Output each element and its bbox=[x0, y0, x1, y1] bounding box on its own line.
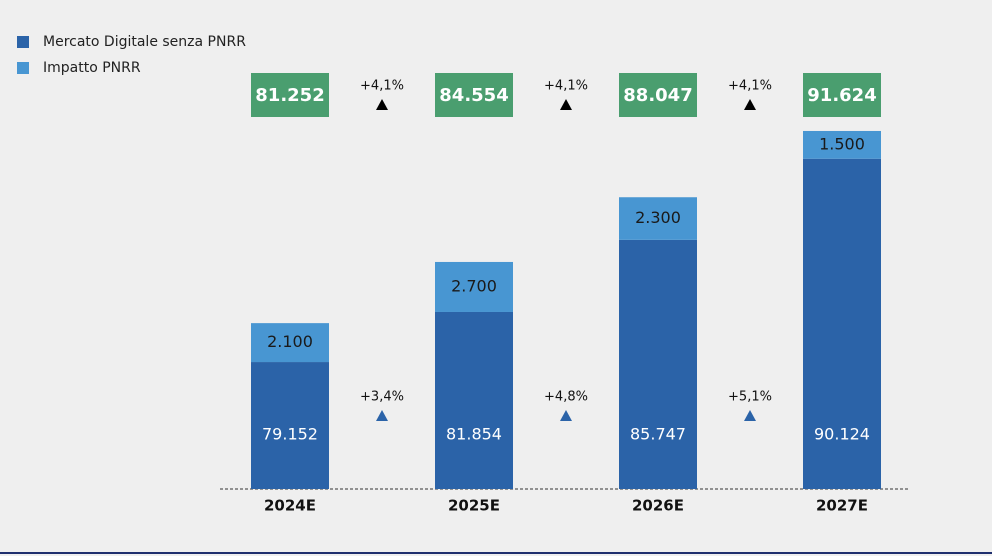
growth-arrow bbox=[560, 410, 572, 421]
growth-arrow bbox=[744, 99, 756, 110]
value-label: 81.854 bbox=[446, 425, 502, 444]
bar-segment bbox=[435, 261, 513, 312]
total-box bbox=[251, 73, 329, 117]
growth-arrow bbox=[376, 99, 388, 110]
x-tick-label: 2024E bbox=[264, 497, 316, 515]
total-label: 88.047 bbox=[623, 85, 692, 106]
total-box bbox=[435, 73, 513, 117]
legend-swatch bbox=[17, 62, 29, 74]
total-label: 91.624 bbox=[807, 85, 876, 106]
bar-segment bbox=[803, 158, 881, 490]
growth-label: +4,1% bbox=[544, 79, 588, 94]
total-label: 84.554 bbox=[439, 85, 508, 106]
value-label: 90.124 bbox=[814, 425, 870, 444]
bar-segment bbox=[803, 130, 881, 159]
x-tick-label: 2025E bbox=[448, 497, 500, 515]
growth-label: +5,1% bbox=[728, 390, 772, 405]
growth-label: +4,1% bbox=[360, 79, 404, 94]
total-label: 81.252 bbox=[255, 85, 324, 106]
value-label: 2.300 bbox=[635, 208, 681, 227]
bar-segment bbox=[619, 239, 697, 489]
x-tick-label: 2026E bbox=[632, 497, 684, 515]
value-label: 85.747 bbox=[630, 425, 686, 444]
growth-arrow bbox=[744, 410, 756, 421]
growth-label: +4,8% bbox=[544, 390, 588, 405]
value-label: 2.100 bbox=[267, 332, 313, 351]
bar-segment bbox=[619, 197, 697, 240]
growth-arrow bbox=[376, 410, 388, 421]
value-label: 79.152 bbox=[262, 425, 318, 444]
growth-label: +4,1% bbox=[728, 79, 772, 94]
legend-label: Mercato Digitale senza PNRR bbox=[43, 34, 246, 50]
legend-swatch bbox=[17, 36, 29, 48]
bar-segment bbox=[251, 362, 329, 489]
legend-label: Impatto PNRR bbox=[43, 60, 141, 76]
value-label: 2.700 bbox=[451, 276, 497, 295]
growth-label: +3,4% bbox=[360, 390, 404, 405]
total-box bbox=[619, 73, 697, 117]
total-box bbox=[803, 73, 881, 117]
x-tick-label: 2027E bbox=[816, 497, 868, 515]
bar-segment bbox=[435, 311, 513, 489]
value-label: 1.500 bbox=[819, 134, 865, 153]
bar-segment bbox=[251, 323, 329, 363]
growth-arrow bbox=[560, 99, 572, 110]
